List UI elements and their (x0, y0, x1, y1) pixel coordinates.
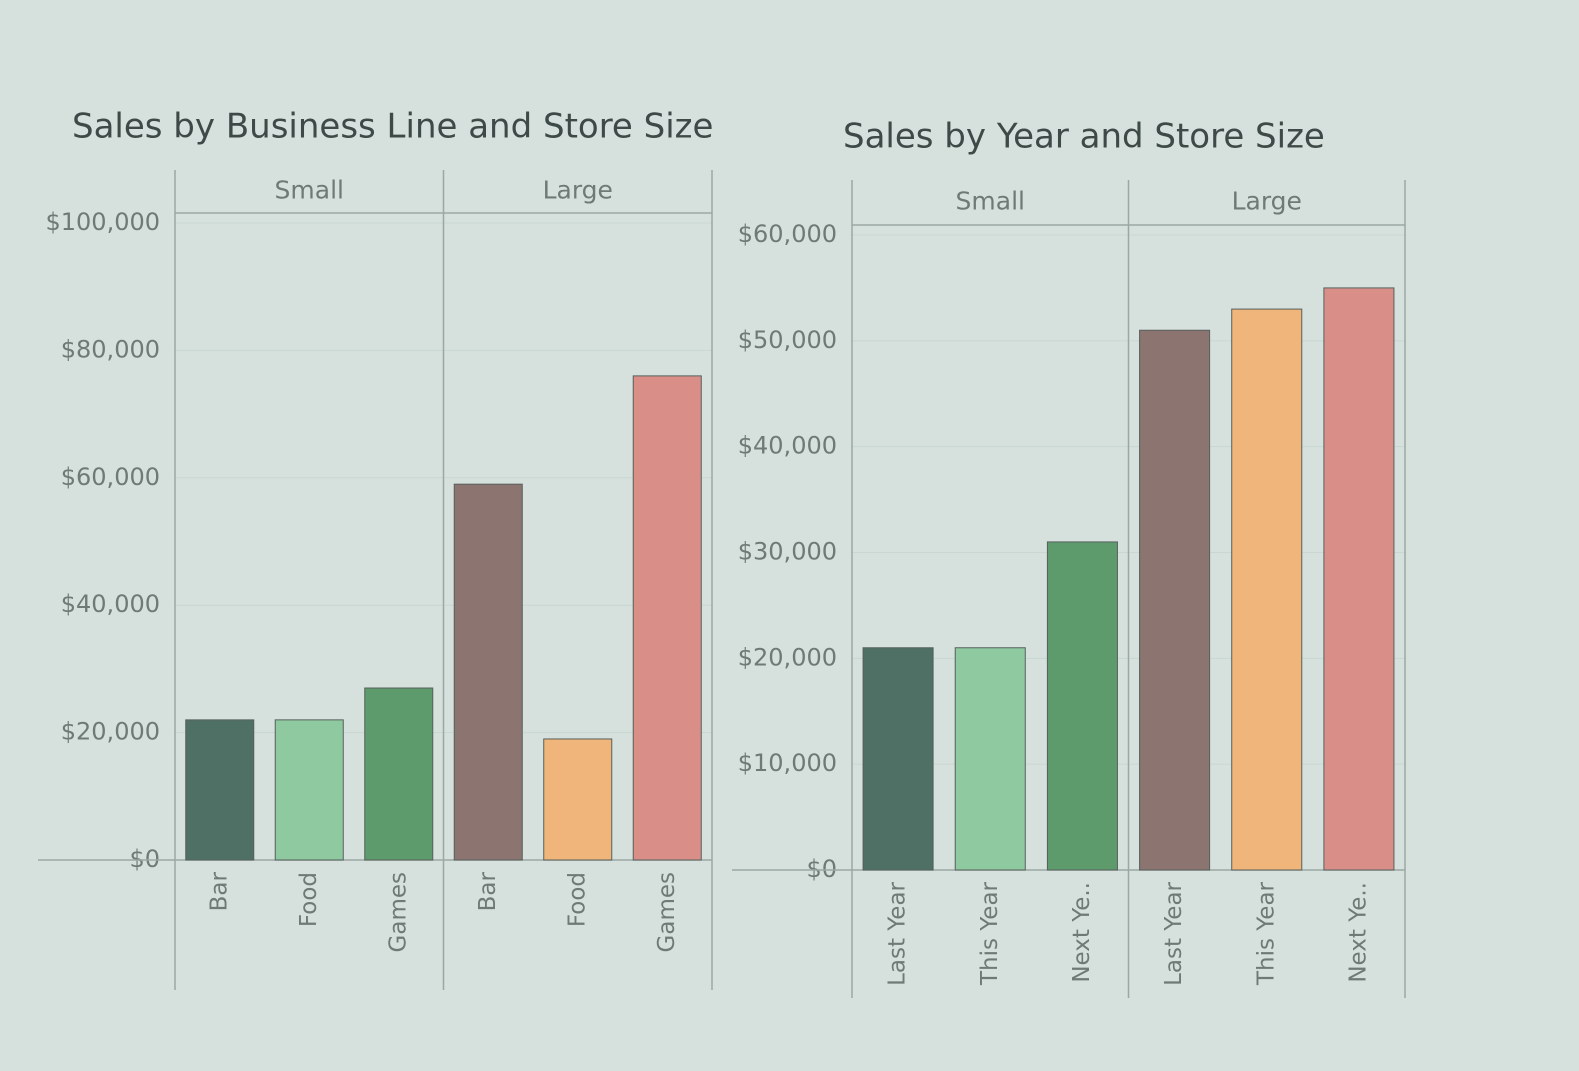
x-tick-label: Bar (206, 871, 232, 911)
x-tick-label: Games (385, 872, 411, 952)
y-tick-label: $40,000 (738, 432, 837, 460)
bar (1231, 308, 1303, 871)
bar (862, 647, 934, 871)
y-tick-label: $10,000 (738, 749, 837, 777)
y-tick-label: $80,000 (61, 335, 160, 363)
y-tick-label: $0 (129, 845, 160, 873)
x-tick-label: Next Ye.. (1345, 882, 1371, 983)
x-tick-label: Games (654, 872, 680, 952)
y-tick-label: $30,000 (738, 538, 837, 566)
bar (632, 375, 702, 861)
pane-header: Small (275, 176, 344, 205)
bar (364, 687, 434, 861)
x-tick-label: Food (564, 872, 590, 927)
bar (1046, 541, 1118, 871)
x-tick-label: Bar (475, 871, 501, 911)
bar (1139, 329, 1211, 871)
x-tick-label: Next Ye.. (1069, 882, 1095, 983)
pane-header: Small (956, 187, 1025, 216)
x-tick-label: Last Year (885, 881, 911, 985)
pane-header: Large (543, 176, 613, 205)
y-tick-label: $20,000 (738, 643, 837, 671)
x-tick-label: Food (296, 872, 322, 927)
pane-header: Large (1232, 187, 1302, 216)
x-tick-label: Last Year (1161, 881, 1187, 985)
chart-title: Sales by Year and Store Size (843, 117, 1325, 157)
bar (1323, 287, 1395, 871)
y-tick-label: $60,000 (738, 220, 837, 248)
y-tick-label: $100,000 (45, 208, 160, 236)
y-tick-label: $20,000 (61, 718, 160, 746)
y-tick-label: $50,000 (738, 326, 837, 354)
y-tick-label: $0 (806, 855, 837, 883)
y-tick-label: $60,000 (61, 463, 160, 491)
bar (185, 719, 255, 861)
bar (274, 719, 344, 861)
bar (954, 647, 1026, 871)
x-tick-label: This Year (977, 881, 1003, 986)
bar (543, 738, 613, 861)
y-tick-label: $40,000 (61, 590, 160, 618)
x-tick-label: This Year (1253, 881, 1279, 986)
chart-title: Sales by Business Line and Store Size (72, 107, 713, 147)
bar (453, 483, 523, 861)
